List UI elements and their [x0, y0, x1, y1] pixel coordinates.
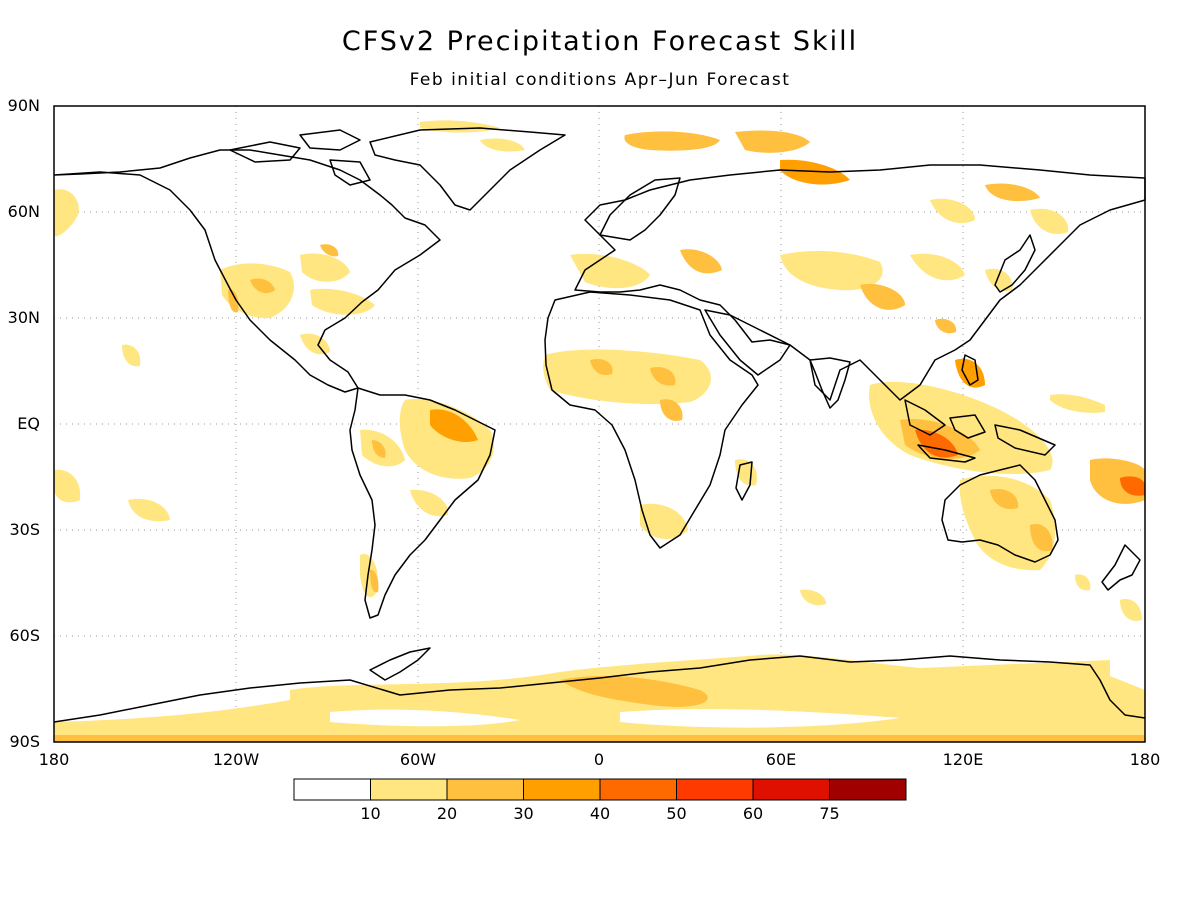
legend-label-75: 75: [819, 804, 839, 823]
legend-swatch-3: [523, 778, 601, 801]
map-frame: [53, 105, 1146, 743]
legend-colorbar: [293, 778, 907, 801]
lat-label-eq: EQ: [17, 414, 40, 433]
lon-label-120e: 120E: [942, 750, 984, 769]
lat-label-60s: 60S: [9, 626, 40, 645]
lon-label-60w: 60W: [399, 750, 437, 769]
legend-label-20: 20: [437, 804, 457, 823]
legend-swatch-6: [752, 778, 830, 801]
legend-label-40: 40: [590, 804, 610, 823]
lat-label-30n: 30N: [7, 308, 40, 327]
legend-swatch-7: [829, 778, 907, 801]
lat-label-30s: 30S: [9, 520, 40, 539]
map-title: CFSv2 Precipitation Forecast Skill: [341, 26, 859, 57]
legend-label-60: 60: [743, 804, 763, 823]
lat-label-90n: 90N: [7, 96, 40, 115]
legend-swatch-5: [676, 778, 754, 801]
legend-label-50: 50: [666, 804, 686, 823]
legend-swatch-4: [599, 778, 677, 801]
legend-label-10: 10: [360, 804, 380, 823]
lat-label-60n: 60N: [7, 202, 40, 221]
lon-label-120w: 120W: [212, 750, 260, 769]
legend-swatch-1: [370, 778, 448, 801]
legend-label-30: 30: [513, 804, 533, 823]
legend-swatch-0: [293, 778, 371, 801]
map-subtitle: Feb initial conditions Apr–Jun Forecast: [409, 70, 791, 90]
coastlines: [53, 127, 1146, 723]
lat-label-90s: 90S: [9, 732, 40, 751]
skill-shading: [54, 120, 1145, 742]
lon-label-60e: 60E: [765, 750, 797, 769]
lon-label-180w: 180: [38, 750, 70, 769]
legend-swatch-2: [446, 778, 524, 801]
lon-label-180e: 180: [1129, 750, 1161, 769]
legend-labels: 10 20 30 40 50 60 75: [360, 804, 839, 823]
lon-label-0: 0: [593, 750, 605, 769]
